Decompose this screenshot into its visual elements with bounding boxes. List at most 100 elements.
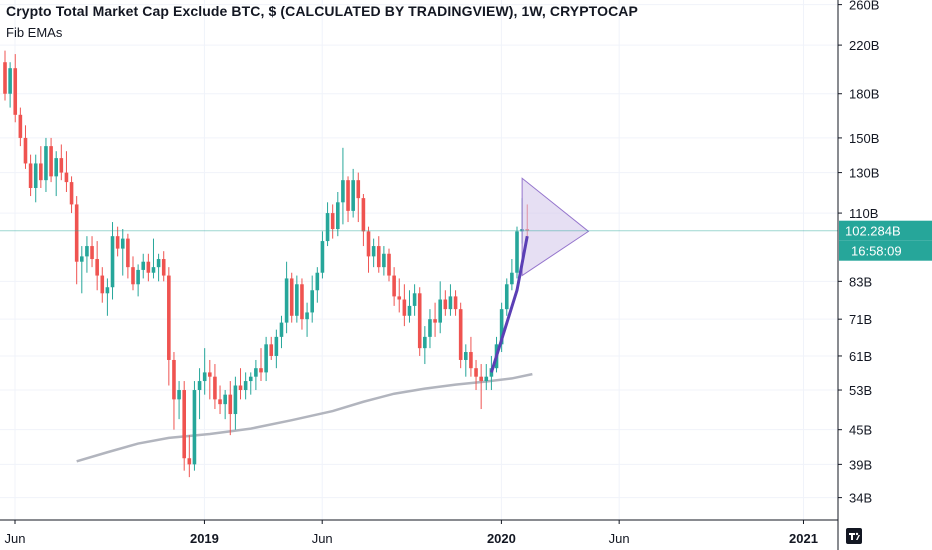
candle-up (489, 355, 494, 391)
candle-up (407, 290, 412, 323)
candle-up (54, 151, 58, 197)
candle-body (458, 309, 463, 360)
candle-body (397, 296, 402, 300)
candle-up (295, 275, 299, 323)
candle-body (489, 368, 494, 377)
candle-up (44, 137, 48, 192)
candle-body (115, 236, 120, 249)
candle-body (510, 272, 514, 285)
candle-body (243, 381, 248, 391)
time-axis[interactable]: Jun 2019 Jun 2020 Jun 2021 (0, 519, 838, 546)
candle-up (105, 278, 110, 316)
candle-body (8, 68, 12, 94)
candle-body (392, 275, 396, 297)
candle-up (248, 372, 253, 395)
y-tick-label: 260B (849, 0, 879, 13)
candle-up (484, 364, 489, 391)
candle-body (346, 180, 350, 211)
candle-body (284, 278, 289, 323)
candle-body (131, 267, 135, 285)
candle-down (161, 251, 166, 282)
candle-down (59, 144, 64, 181)
candle-down (74, 196, 79, 285)
candle-down (469, 336, 473, 377)
candle-body (269, 344, 274, 356)
candle-body (90, 246, 94, 260)
last-price-tag (839, 220, 932, 241)
candle-down (433, 302, 437, 337)
candle-body (59, 158, 64, 173)
candle-up (233, 376, 238, 430)
candle-body (305, 312, 309, 320)
candle-up (141, 253, 146, 279)
candle-body (259, 368, 263, 373)
indicator-label[interactable]: Fib EMAs (6, 25, 63, 40)
x-tick-label: Jun (5, 531, 26, 546)
candle-down (443, 290, 448, 316)
candle-body (336, 202, 340, 230)
candle-up (85, 236, 89, 273)
y-tick-label: 39B (849, 457, 872, 472)
candle-down (218, 385, 222, 415)
candle-body (412, 293, 417, 306)
candle-body (238, 385, 243, 391)
candle-up (504, 278, 509, 316)
candle-down (208, 359, 212, 400)
candle-down (479, 364, 483, 410)
candle-up (151, 238, 156, 279)
countdown-tag (839, 240, 932, 261)
candle-up (305, 302, 309, 337)
candle-down (28, 154, 33, 197)
candle-body (300, 284, 304, 320)
candle-body (105, 287, 110, 294)
candle-down (187, 435, 192, 478)
candle-up (110, 222, 115, 300)
candle-up (510, 259, 514, 291)
candle-down (300, 278, 304, 330)
candle-body (515, 231, 519, 273)
candle-down (238, 368, 243, 400)
candle-up (310, 275, 314, 323)
triangle-pattern[interactable] (521, 177, 590, 277)
candle-down (392, 267, 396, 306)
candle-down (39, 146, 43, 188)
candle-down (69, 176, 74, 214)
candle-up (351, 168, 355, 218)
candle-body (18, 114, 23, 138)
candle-body (320, 241, 325, 273)
x-tick-label: Jun (609, 531, 630, 546)
candle-body (80, 256, 84, 262)
candle-up (192, 381, 197, 471)
candle-body (443, 299, 448, 310)
candle-body (49, 146, 53, 177)
price-tags: 102.284B 16:58:09 (839, 220, 932, 261)
candle-up (254, 359, 258, 391)
candle-down (3, 50, 7, 101)
y-tick-label: 130B (849, 166, 879, 181)
trendline[interactable] (489, 235, 529, 373)
candle-body (3, 62, 7, 94)
candle-body (202, 372, 207, 382)
candle-down (64, 151, 69, 192)
y-tick-label: 110B (849, 206, 878, 221)
candle-up (428, 309, 432, 349)
candle-up (341, 147, 345, 225)
candle-up (177, 381, 181, 420)
y-tick-label: 61B (849, 349, 872, 364)
candle-body (499, 309, 504, 345)
candle-up (423, 326, 427, 365)
drawings[interactable] (489, 177, 590, 373)
price-axis[interactable]: 260B 220B 180B 150B 130B 110B 83B 71B 61B 53B 45B 3… (837, 0, 879, 550)
tradingview-logo-icon[interactable] (846, 528, 862, 544)
x-tick-label: 2020 (487, 531, 516, 546)
fib-ema-line (76, 372, 533, 463)
candle-up (136, 264, 140, 297)
candle-body (438, 299, 442, 323)
candle-body (448, 296, 453, 310)
candle-body (366, 231, 371, 257)
candle-body (197, 381, 202, 391)
candle-body (361, 198, 366, 232)
candle-body (182, 390, 186, 459)
candle-body (330, 213, 335, 230)
